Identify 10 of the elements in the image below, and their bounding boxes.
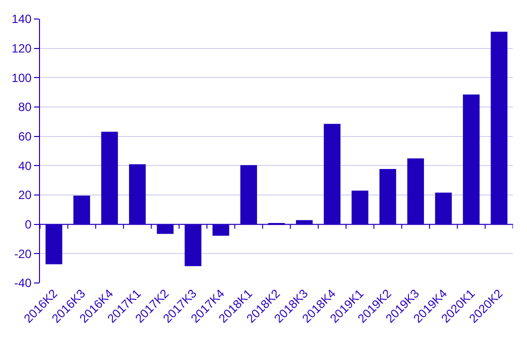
y-tick-label: 0	[24, 218, 32, 232]
y-tick-label: -20	[14, 246, 32, 261]
y-tick-label: 140	[12, 12, 32, 26]
y-tick-label: 100	[12, 70, 32, 85]
y-tick-label: 60	[18, 130, 32, 144]
y-tick-label: 80	[18, 100, 32, 114]
y-tick-label: 20	[18, 188, 32, 202]
y-tick-label: -40	[14, 276, 32, 290]
y-tick-label: 40	[18, 158, 32, 173]
y-tick-label: 120	[12, 42, 32, 56]
